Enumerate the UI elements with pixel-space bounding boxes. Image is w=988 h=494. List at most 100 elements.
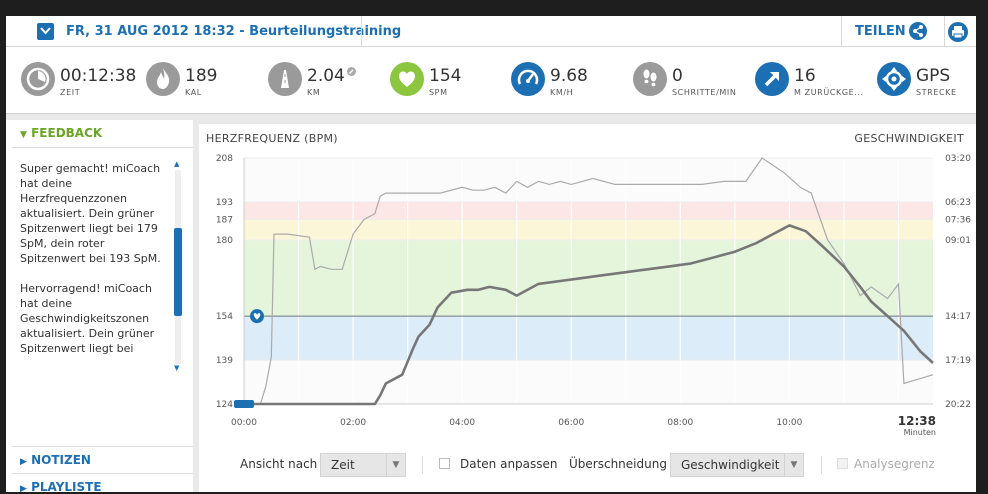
header-divider xyxy=(361,16,362,46)
stat-label: KAL xyxy=(185,88,202,97)
workout-title: FR, 31 AUG 2012 18:32 - Beurteilungstrai… xyxy=(66,24,402,39)
scrollbar-thumb[interactable] xyxy=(174,228,182,316)
share-button[interactable]: TEILEN xyxy=(855,24,906,39)
arrow-up-right-icon xyxy=(755,62,789,96)
stat-value: 154 xyxy=(429,66,462,86)
stat-label: ZEIT xyxy=(60,88,81,97)
heart-icon xyxy=(253,313,261,320)
road-icon xyxy=(268,62,302,96)
scroll-down-icon[interactable]: ▼ xyxy=(174,364,180,372)
speedometer-icon xyxy=(511,62,545,96)
y-left-tick-label: 154 xyxy=(216,312,233,322)
y-left-tick-label: 208 xyxy=(216,154,233,164)
playlist-label: PLAYLISTE xyxy=(31,480,102,494)
stat-value: 9.68 xyxy=(550,66,588,86)
y-left-tick-label: 139 xyxy=(216,356,233,366)
divider xyxy=(12,446,193,447)
feedback-scrollbar[interactable]: ▲ ▼ xyxy=(173,160,183,374)
zone-band xyxy=(244,201,933,220)
chart-title-left: HERZFREQUENZ (BPM) xyxy=(206,132,338,145)
x-tick-label: 06:00 xyxy=(558,418,584,428)
chevron-down-icon: ▼ xyxy=(386,454,405,476)
sidebar: ▼ FEEDBACK Super gemacht! miCoach hat de… xyxy=(6,120,193,494)
x-tick-label: 10:00 xyxy=(776,418,802,428)
view-by-value: Zeit xyxy=(331,458,355,472)
stats-bar: 00:12:38 ZEIT 189 KAL 2.04 KM 154 SPM xyxy=(6,47,976,114)
notes-toggle[interactable]: ▶ NOTIZEN xyxy=(20,453,91,467)
divider xyxy=(422,456,423,474)
stat-value: 16 xyxy=(794,66,816,86)
workout-dropdown-button[interactable] xyxy=(37,23,54,40)
playlist-toggle[interactable]: ▶ PLAYLISTE xyxy=(20,480,102,494)
heart-rate-series-line xyxy=(244,224,934,406)
feedback-header[interactable]: ▼ FEEDBACK xyxy=(20,126,102,140)
zone-band xyxy=(244,316,933,361)
x-end-unit: Minuten xyxy=(904,428,936,437)
view-by-label: Ansicht nach xyxy=(240,457,318,471)
feedback-title: FEEDBACK xyxy=(31,126,103,140)
analysis-limits-label: Analysegrenzen xyxy=(854,457,934,471)
divider xyxy=(12,147,193,148)
overlay-value: Geschwindigkeit xyxy=(681,458,780,472)
stat-value: 189 xyxy=(185,66,218,86)
feedback-paragraph: Super gemacht! miCoach hat deine Herzfre… xyxy=(20,162,161,265)
x-tick-label: 00:00 xyxy=(231,418,257,428)
feedback-text: Super gemacht! miCoach hat deine Herzfre… xyxy=(20,161,170,373)
y-left-tick-label: 180 xyxy=(216,236,233,246)
y-left-tick-label: 187 xyxy=(216,216,233,226)
y-right-tick-label: 17:19 xyxy=(945,356,971,366)
adjust-data-label: Daten anpassen xyxy=(460,457,558,471)
stat-value: 2.04 xyxy=(307,66,345,86)
gps-icon xyxy=(877,62,911,96)
heart-icon xyxy=(390,62,424,96)
y-left-tick-label: 193 xyxy=(216,198,233,208)
chart-title-right: GESCHWINDIGKEIT xyxy=(854,132,964,145)
heart-rate-chart[interactable]: 208 193 187 180 154 139 124 03:20 06:23 07:36 09:0… xyxy=(199,124,976,449)
print-icon[interactable] xyxy=(948,22,968,42)
stat-label: KM/H xyxy=(550,88,574,97)
feedback-paragraph: Hervorragend! miCoach hat deine Geschwin… xyxy=(20,282,155,355)
divider xyxy=(12,473,193,474)
app-frame: FR, 31 AUG 2012 18:32 - Beurteilungstrai… xyxy=(6,16,976,494)
chevron-down-icon: ▼ xyxy=(784,454,803,476)
stat-value: 0 xyxy=(672,66,683,86)
share-icon[interactable] xyxy=(909,22,927,40)
header-bar: FR, 31 AUG 2012 18:32 - Beurteilungstrai… xyxy=(6,16,976,47)
chevron-down-icon: ▼ xyxy=(20,130,27,140)
timeline-slider-handle xyxy=(234,400,254,408)
overlay-select[interactable]: Geschwindigkeit ▼ xyxy=(670,453,804,477)
chart-panel: HERZFREQUENZ (BPM) GESCHWINDIGKEIT 208 19… xyxy=(199,124,976,492)
stat-label: SCHRITTE/MIN xyxy=(672,88,737,97)
y-right-tick-label: 06:23 xyxy=(945,198,971,208)
scroll-up-icon[interactable]: ▲ xyxy=(174,160,180,168)
y-right-tick-label: 14:17 xyxy=(945,312,971,322)
y-left-tick-label: 124 xyxy=(216,400,233,410)
overlay-label: Überschneidung xyxy=(569,457,667,471)
x-tick-label: 08:00 xyxy=(667,418,693,428)
stat-value: 00:12:38 xyxy=(60,66,137,86)
stat-label: M ZURÜCKGE... xyxy=(794,88,864,97)
chevron-right-icon: ▶ xyxy=(20,457,27,467)
x-tick-label: 02:00 xyxy=(340,418,366,428)
chevron-down-icon xyxy=(40,27,51,35)
adjust-data-checkbox[interactable] xyxy=(439,458,450,469)
header-divider xyxy=(944,16,945,46)
stat-value: GPS xyxy=(916,66,951,86)
analysis-limits-checkbox[interactable] xyxy=(837,458,848,469)
notes-label: NOTIZEN xyxy=(31,453,91,467)
y-right-tick-label: 09:01 xyxy=(945,236,971,246)
flame-icon xyxy=(146,62,180,96)
header-divider xyxy=(841,16,842,46)
y-right-tick-label: 03:20 xyxy=(945,154,971,164)
stat-label: STRECKE xyxy=(916,88,957,97)
view-by-select[interactable]: Zeit ▼ xyxy=(320,453,406,477)
footprints-icon xyxy=(633,62,667,96)
x-tick-label: 04:00 xyxy=(449,418,475,428)
edit-icon[interactable] xyxy=(347,67,356,76)
stat-label: KM xyxy=(307,88,321,97)
divider xyxy=(821,456,822,474)
x-end-label: 12:38 xyxy=(898,414,936,428)
stat-label: SPM xyxy=(429,88,448,97)
speed-series-line xyxy=(244,157,934,405)
y-right-tick-label: 07:36 xyxy=(945,216,971,226)
